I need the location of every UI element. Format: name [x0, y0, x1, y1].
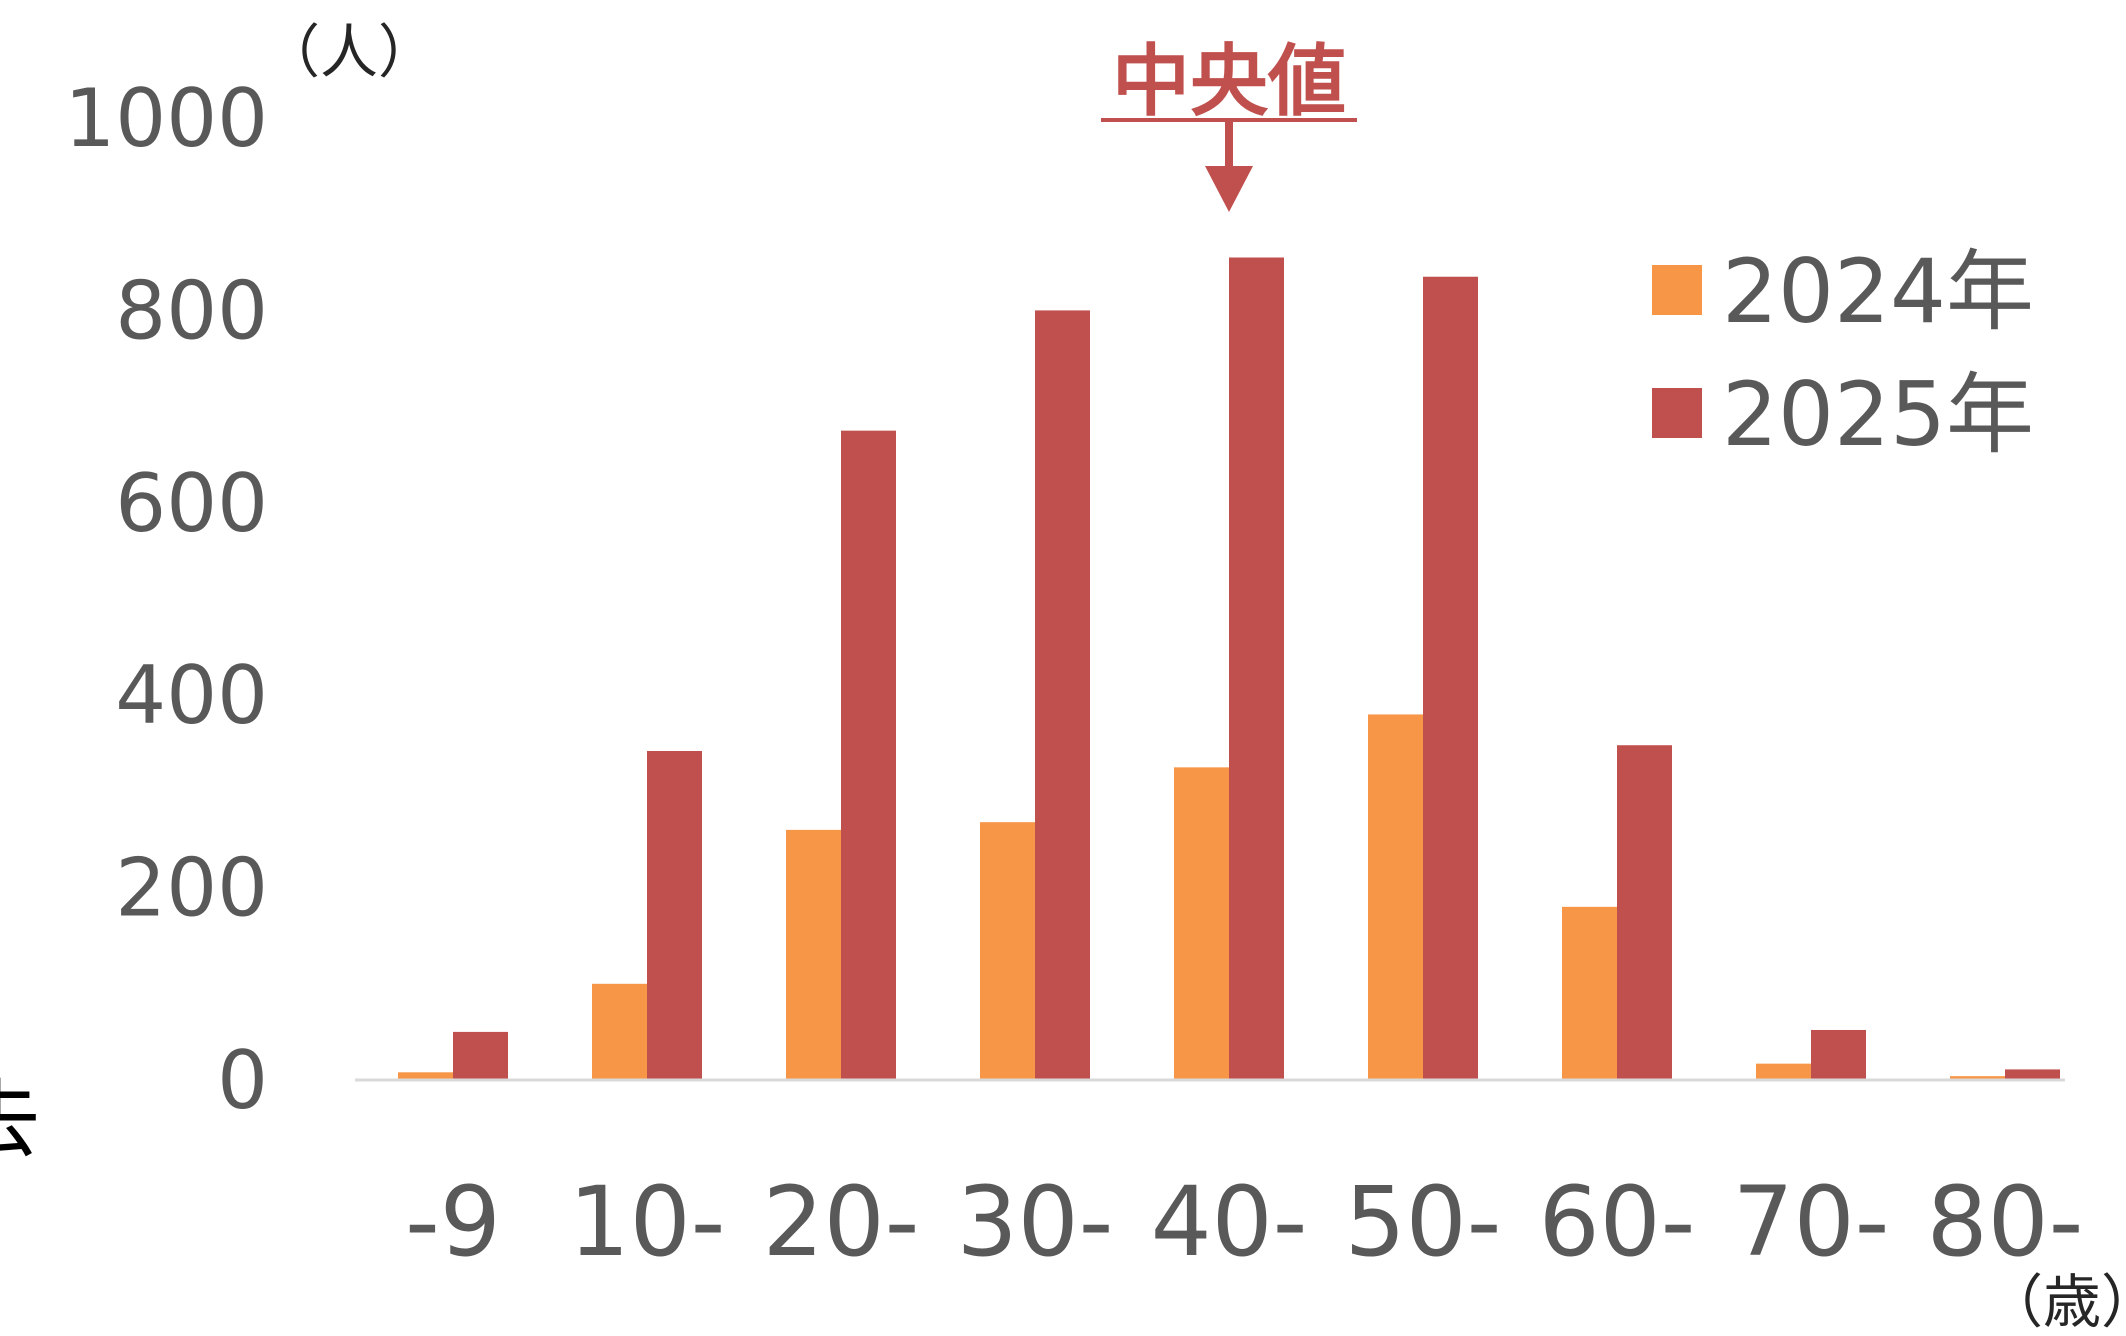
legend-label-2024: 2024年 [1722, 240, 2034, 343]
legend-swatch-2025 [1652, 388, 1702, 438]
bar-2024年-80- [1950, 1076, 2005, 1080]
y-tick-label: 0 [217, 1034, 268, 1127]
x-category-label: 20- [763, 1166, 920, 1278]
x-category-label: -9 [405, 1166, 501, 1278]
x-category-label: 40- [1151, 1166, 1308, 1278]
y-tick-label: 600 [115, 457, 268, 550]
bars [398, 257, 2060, 1081]
x-category-label: 50- [1345, 1166, 1502, 1278]
bar-2025年-40- [1229, 257, 1284, 1080]
x-category-label: 60- [1539, 1166, 1696, 1278]
x-category-label: 70- [1733, 1166, 1890, 1278]
median-arrow-head [1205, 166, 1253, 212]
legend-swatch-2024 [1652, 265, 1702, 315]
bar-2024年-20- [786, 829, 841, 1080]
y-tick-label: 400 [115, 649, 268, 742]
bar-2025年-50- [1423, 276, 1478, 1081]
legend-label-2025: 2025年 [1722, 363, 2034, 466]
bar-2024年-50- [1368, 714, 1423, 1080]
bar-2024年-70- [1756, 1063, 1811, 1080]
bar-2024年-10- [592, 983, 647, 1080]
y-axis-ticks: 0 200 400 600 800 1000 [64, 72, 268, 1127]
y-axis-unit: （人） [262, 18, 436, 86]
bar-2024年--9 [398, 1072, 453, 1080]
legend: 2024年 2025年 [1652, 240, 2034, 466]
cropped-edge-text: 去 [0, 1071, 40, 1171]
x-axis-unit: （歳） [1985, 1268, 2126, 1336]
bar-2024年-60- [1562, 906, 1617, 1080]
y-tick-label: 200 [115, 842, 268, 935]
bar-2025年-30- [1035, 310, 1090, 1080]
bar-2025年-20- [841, 430, 896, 1080]
x-category-label: 30- [957, 1166, 1114, 1278]
bar-2025年-70- [1811, 1029, 1866, 1080]
bar-2025年-10- [647, 750, 702, 1080]
bar-2025年-80- [2005, 1069, 2060, 1080]
y-tick-label: 800 [115, 264, 268, 357]
bar-2025年-60- [1617, 745, 1672, 1080]
x-category-label: 80- [1927, 1166, 2084, 1278]
bar-2024年-30- [980, 822, 1035, 1080]
x-category-label: 10- [569, 1166, 726, 1278]
y-tick-label: 1000 [64, 72, 268, 165]
bar-2025年--9 [453, 1031, 508, 1080]
x-axis-categories: -9 10- 20- 30- 40- 50- 60- 70- 80- [405, 1166, 2083, 1278]
median-annotation: 中央値 [1101, 37, 1357, 212]
bar-2024年-40- [1174, 767, 1229, 1080]
median-label: 中央値 [1112, 37, 1346, 127]
